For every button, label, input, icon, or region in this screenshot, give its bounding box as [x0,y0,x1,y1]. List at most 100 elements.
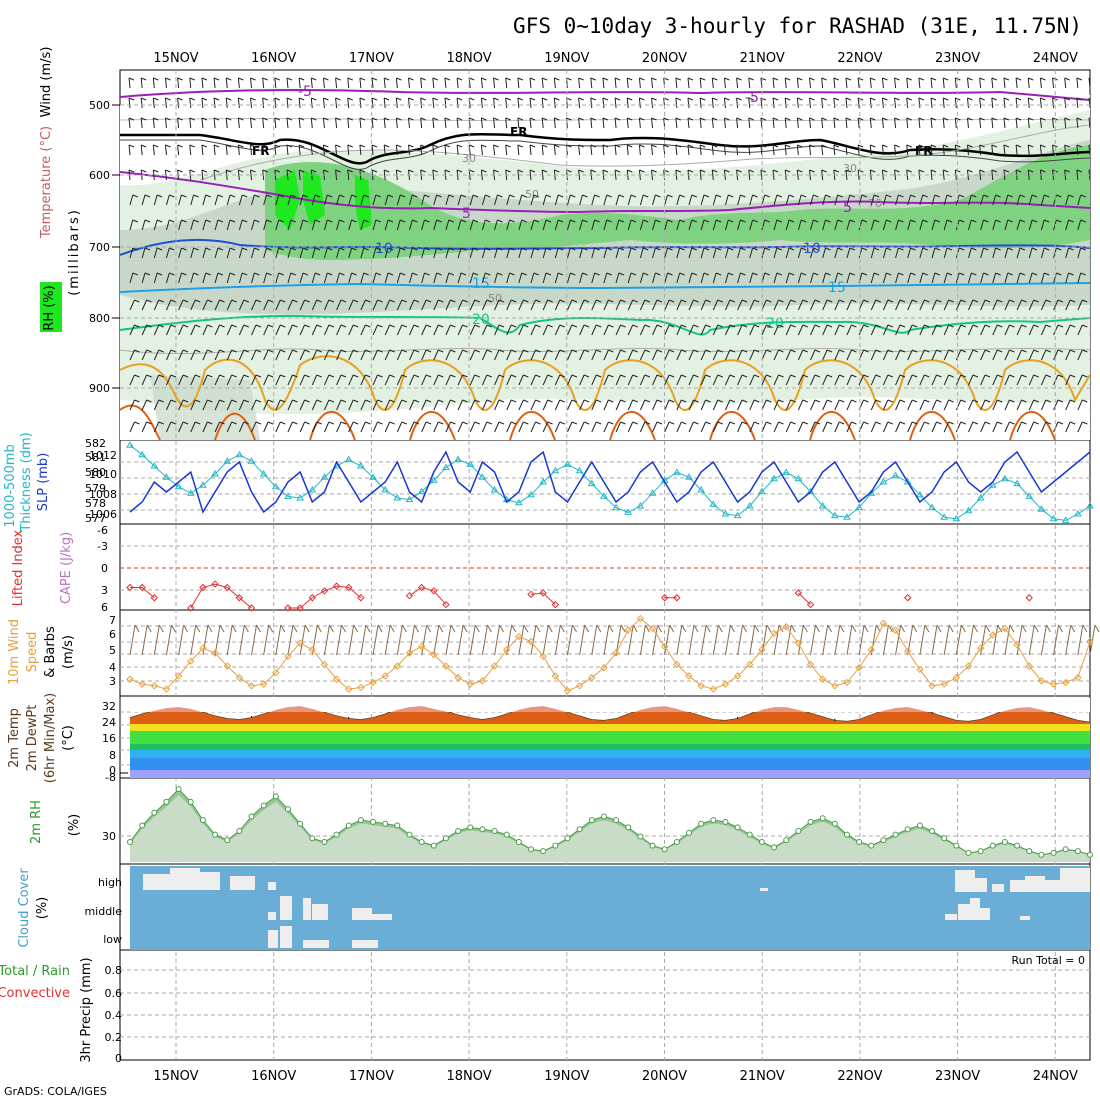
wind-barb [409,374,415,386]
wind-barb-feather [608,324,614,328]
wind-barb [178,349,184,361]
surface-wind-barb-flag [863,624,869,633]
wind-barb-feather [705,349,711,353]
wind-barb-feather [156,272,163,276]
wind-barb [699,97,702,109]
wind-barb-feather [481,97,487,101]
wind-barb [748,169,751,181]
label-convective: Convective [0,986,70,1001]
wind-barb [955,324,962,336]
surface-wind-barb-flag [754,624,760,633]
wind-barb-feather [813,219,819,223]
bottom-date-label: 15NOV [153,1069,198,1084]
wind-barb [809,117,812,129]
wind-barb-feather [899,299,906,303]
surface-wind-barb [299,624,306,656]
wind-barb [857,77,860,89]
wind-barb [359,117,362,129]
wind-barb [506,194,511,206]
wind-barb-feather [918,77,925,81]
wind-barb [457,324,464,336]
wind-barb [371,97,374,109]
wind-barb-feather [298,77,305,81]
rh2m-series-point [163,798,170,805]
wind-barb [530,399,536,411]
wind-barb-feather [797,77,803,81]
surface-wind-barb-flag [426,624,432,633]
thickness-series-point [612,503,620,511]
wind-barb [882,247,887,259]
wind-barb [834,399,840,411]
wind-barb-feather [1064,117,1070,121]
wind10-series-point [357,683,365,692]
wind-barb [494,399,500,411]
bottom-date-label: 21NOV [740,1069,785,1084]
wind-barb [688,349,694,361]
wind-barb [773,374,779,386]
wind-barb-feather [517,97,524,101]
wind-barb [942,117,945,129]
wind-barb [676,272,681,284]
surface-wind-barb-flag [632,624,638,633]
wind-barb [602,144,605,156]
wind-barb-feather [839,374,845,378]
wind-barb [530,324,536,336]
lifted-series-point [211,580,219,588]
wind-barb-feather [238,169,244,173]
surface-wind-barb [652,624,659,656]
thickness-series-point [150,462,159,469]
wind-barb [675,144,678,156]
lifted-series-point [673,594,681,602]
tick-label: 0 [109,764,116,777]
contour-10 [120,238,1090,256]
wind-barb [591,399,597,411]
wind-barb [882,374,889,386]
wind-barb [712,247,717,259]
wind-barb-feather [578,144,584,148]
wind-barb-feather [170,374,177,378]
wind-barb [494,421,500,433]
wind-barb [1065,421,1071,433]
wind-barb [870,194,875,206]
wind-barb [639,349,646,361]
wind-barb-feather [450,324,456,328]
wind-barb-feather [911,399,918,403]
wind-barb-feather [886,247,892,251]
wind-barb [518,324,524,336]
wind-barb [360,194,365,206]
wind-barb-feather [517,144,524,148]
wind-barb [322,77,325,89]
wind-barb [591,194,596,206]
wind-barb [919,247,924,259]
wind-barb-feather [754,374,760,378]
wind-barb [129,421,135,433]
surface-wind-barb-flag [851,624,857,633]
wind-barb-feather [899,421,906,425]
wind-barb-feather [679,247,685,251]
wind-barb [1088,97,1090,109]
rh2m-series-point [297,820,304,827]
wind-barb [980,219,984,231]
wind-barb [445,421,451,433]
wind-barb-feather [863,349,869,353]
wind-barb [359,77,362,89]
temp-band [130,731,1090,744]
wind-barb [700,219,705,231]
wind-barb-feather [485,272,491,276]
wind-barb [627,272,632,284]
wind-barb [603,349,609,361]
wind-barb [772,117,775,129]
wind10-series-point [235,673,244,682]
wind-barb [652,421,658,433]
wind-barb-feather [1021,399,1027,403]
wind-barb [894,77,897,89]
wind-barb [553,144,556,156]
wind-barb [638,144,641,156]
wind-barb [383,169,386,181]
wind-barb [263,349,269,361]
rh2m-series-point [175,786,182,793]
wind-barb [469,247,474,259]
wind-barb-feather [387,272,394,276]
wind-barb-feather [267,399,274,403]
